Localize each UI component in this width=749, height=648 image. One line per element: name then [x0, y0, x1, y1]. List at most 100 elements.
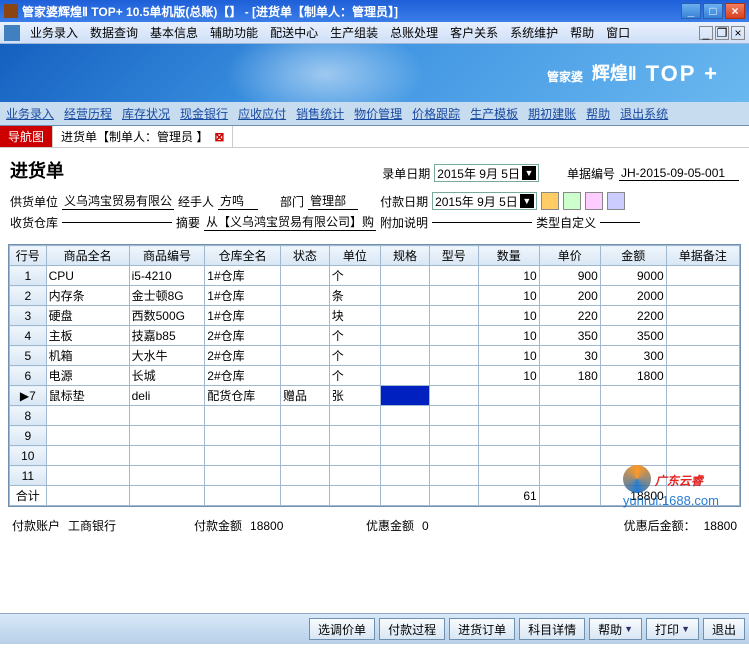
select-price-button[interactable]: 选调价单 — [309, 618, 375, 640]
supplier-label: 供货单位 — [10, 193, 58, 210]
tool-icon-4[interactable] — [607, 192, 625, 210]
navtab-9[interactable]: 期初建账 — [524, 105, 580, 122]
maximize-button[interactable]: □ — [703, 3, 723, 19]
close-button[interactable]: × — [725, 3, 745, 19]
print-button[interactable]: 打印 ▼ — [646, 618, 699, 640]
navtab-2[interactable]: 库存状况 — [118, 105, 174, 122]
minimize-button[interactable]: _ — [681, 3, 701, 19]
window-titlebar: 管家婆辉煌Ⅱ TOP+ 10.5单机版(总账)【】 - [进货单【制单人：管理员… — [0, 0, 749, 22]
payment-row: 付款账户 工商银行 付款金额 18800 优惠金额 0 优惠后金额： 18800 — [0, 511, 749, 540]
col-header[interactable]: 状态 — [280, 246, 329, 266]
typedef-label: 类型自定义 — [536, 214, 596, 231]
table-row[interactable]: 3硬盘西数500G1#仓库块102202200 — [10, 306, 740, 326]
table-row[interactable]: 6电源长城2#仓库个101801800 — [10, 366, 740, 386]
dept-input[interactable]: 管理部 — [308, 192, 358, 210]
menu-基本信息[interactable]: 基本信息 — [144, 24, 204, 41]
table-row[interactable]: 4主板技嘉b852#仓库个103503500 — [10, 326, 740, 346]
data-grid[interactable]: 行号商品全名商品编号仓库全名状态单位规格型号数量单价金额单据备注 1CPUi5-… — [8, 244, 741, 507]
menu-生产组装[interactable]: 生产组装 — [324, 24, 384, 41]
col-header[interactable]: 仓库全名 — [205, 246, 281, 266]
after-discount-label: 优惠后金额： — [624, 517, 696, 534]
table-row[interactable]: 8 — [10, 406, 740, 426]
extra-input[interactable] — [432, 222, 532, 223]
tab-purchase-order[interactable]: 进货单【制单人：管理员 】 ⊠ — [53, 126, 233, 147]
mdi-min-button[interactable]: _ — [699, 26, 713, 40]
col-header[interactable]: 行号 — [10, 246, 47, 266]
menu-数据查询[interactable]: 数据查询 — [84, 24, 144, 41]
mdi-restore-button[interactable]: ❐ — [715, 26, 729, 40]
mdi-close-button[interactable]: × — [731, 26, 745, 40]
col-header[interactable]: 单价 — [539, 246, 600, 266]
navtab-4[interactable]: 应收应付 — [234, 105, 290, 122]
order-no-label: 单据编号 — [567, 165, 615, 182]
table-row[interactable]: 2内存条金士顿8G1#仓库条102002000 — [10, 286, 740, 306]
date-dropdown-icon[interactable]: ▼ — [522, 166, 536, 180]
col-header[interactable]: 单位 — [329, 246, 380, 266]
date-label: 录单日期 — [382, 165, 430, 182]
summary-input[interactable]: 从【义乌鸿宝贸易有限公司】购 — [204, 213, 376, 231]
dept-label: 部门 — [280, 193, 304, 210]
discount-input[interactable]: 0 — [422, 519, 452, 533]
table-row[interactable]: 5机箱大水牛2#仓库个1030300 — [10, 346, 740, 366]
order-no-value[interactable]: JH-2015-09-05-001 — [619, 166, 739, 181]
navtab-6[interactable]: 物价管理 — [350, 105, 406, 122]
navtab-0[interactable]: 业务录入 — [2, 105, 58, 122]
col-header[interactable]: 商品编号 — [129, 246, 205, 266]
typedef-input[interactable] — [600, 222, 640, 223]
col-header[interactable]: 型号 — [429, 246, 478, 266]
col-header[interactable]: 单据备注 — [666, 246, 739, 266]
warehouse-label: 收货仓库 — [10, 214, 58, 231]
help-button[interactable]: 帮助 ▼ — [589, 618, 642, 640]
tool-icon-3[interactable] — [585, 192, 603, 210]
menu-配送中心[interactable]: 配送中心 — [264, 24, 324, 41]
menu-帮助[interactable]: 帮助 — [564, 24, 600, 41]
tool-icon-2[interactable] — [563, 192, 581, 210]
menu-系统维护[interactable]: 系统维护 — [504, 24, 564, 41]
warehouse-input[interactable] — [62, 222, 172, 223]
col-header[interactable]: 商品全名 — [46, 246, 129, 266]
extra-label: 附加说明 — [380, 214, 428, 231]
col-header[interactable]: 规格 — [381, 246, 430, 266]
app-icon — [4, 4, 18, 18]
total-label: 合计 — [10, 486, 47, 506]
tab-close-icon[interactable]: ⊠ — [214, 130, 224, 144]
purchase-order-button[interactable]: 进货订单 — [449, 618, 515, 640]
handler-input[interactable]: 方鸣 — [218, 192, 258, 210]
navtab-8[interactable]: 生产模板 — [466, 105, 522, 122]
footer-toolbar: 选调价单付款过程进货订单科目详情帮助 ▼打印 ▼退出 — [0, 613, 749, 644]
navtab-5[interactable]: 销售统计 — [292, 105, 348, 122]
payment-process-button[interactable]: 付款过程 — [379, 618, 445, 640]
navtab-11[interactable]: 退出系统 — [616, 105, 672, 122]
navtab-10[interactable]: 帮助 — [582, 105, 614, 122]
handler-label: 经手人 — [178, 193, 214, 210]
date-input[interactable]: 2015年 9月 5日▼ — [434, 164, 539, 182]
paydate-input[interactable]: 2015年 9月 5日▼ — [432, 192, 537, 210]
exit-button[interactable]: 退出 — [703, 618, 745, 640]
table-row[interactable]: ▶7鼠标垫deli配货仓库赠品张 — [10, 386, 740, 406]
menu-客户关系[interactable]: 客户关系 — [444, 24, 504, 41]
table-row[interactable]: 10 — [10, 446, 740, 466]
menu-业务录入[interactable]: 业务录入 — [24, 24, 84, 41]
subject-detail-button[interactable]: 科目详情 — [519, 618, 585, 640]
paydate-label: 付款日期 — [380, 193, 428, 210]
col-header[interactable]: 数量 — [478, 246, 539, 266]
navtab-3[interactable]: 现金银行 — [176, 105, 232, 122]
supplier-input[interactable]: 义乌鸿宝贸易有限公 — [62, 192, 174, 210]
pay-amount-input[interactable]: 18800 — [250, 519, 300, 533]
menu-总账处理[interactable]: 总账处理 — [384, 24, 444, 41]
menu-辅助功能[interactable]: 辅助功能 — [204, 24, 264, 41]
table-row[interactable]: 1CPUi5-42101#仓库个109009000 — [10, 266, 740, 286]
table-row[interactable]: 11 — [10, 466, 740, 486]
paydate-dropdown-icon[interactable]: ▼ — [520, 194, 534, 208]
navtab-7[interactable]: 价格跟踪 — [408, 105, 464, 122]
menu-窗口[interactable]: 窗口 — [600, 24, 636, 41]
navtab-1[interactable]: 经营历程 — [60, 105, 116, 122]
tab-nav-map[interactable]: 导航图 — [0, 126, 53, 147]
table-row[interactable]: 9 — [10, 426, 740, 446]
tool-icon-1[interactable] — [541, 192, 559, 210]
total-qty: 61 — [478, 486, 539, 506]
menu-icon — [4, 25, 20, 41]
pay-amount-label: 付款金额 — [194, 517, 242, 534]
col-header[interactable]: 金额 — [600, 246, 666, 266]
pay-account-input[interactable]: 工商银行 — [68, 517, 138, 534]
